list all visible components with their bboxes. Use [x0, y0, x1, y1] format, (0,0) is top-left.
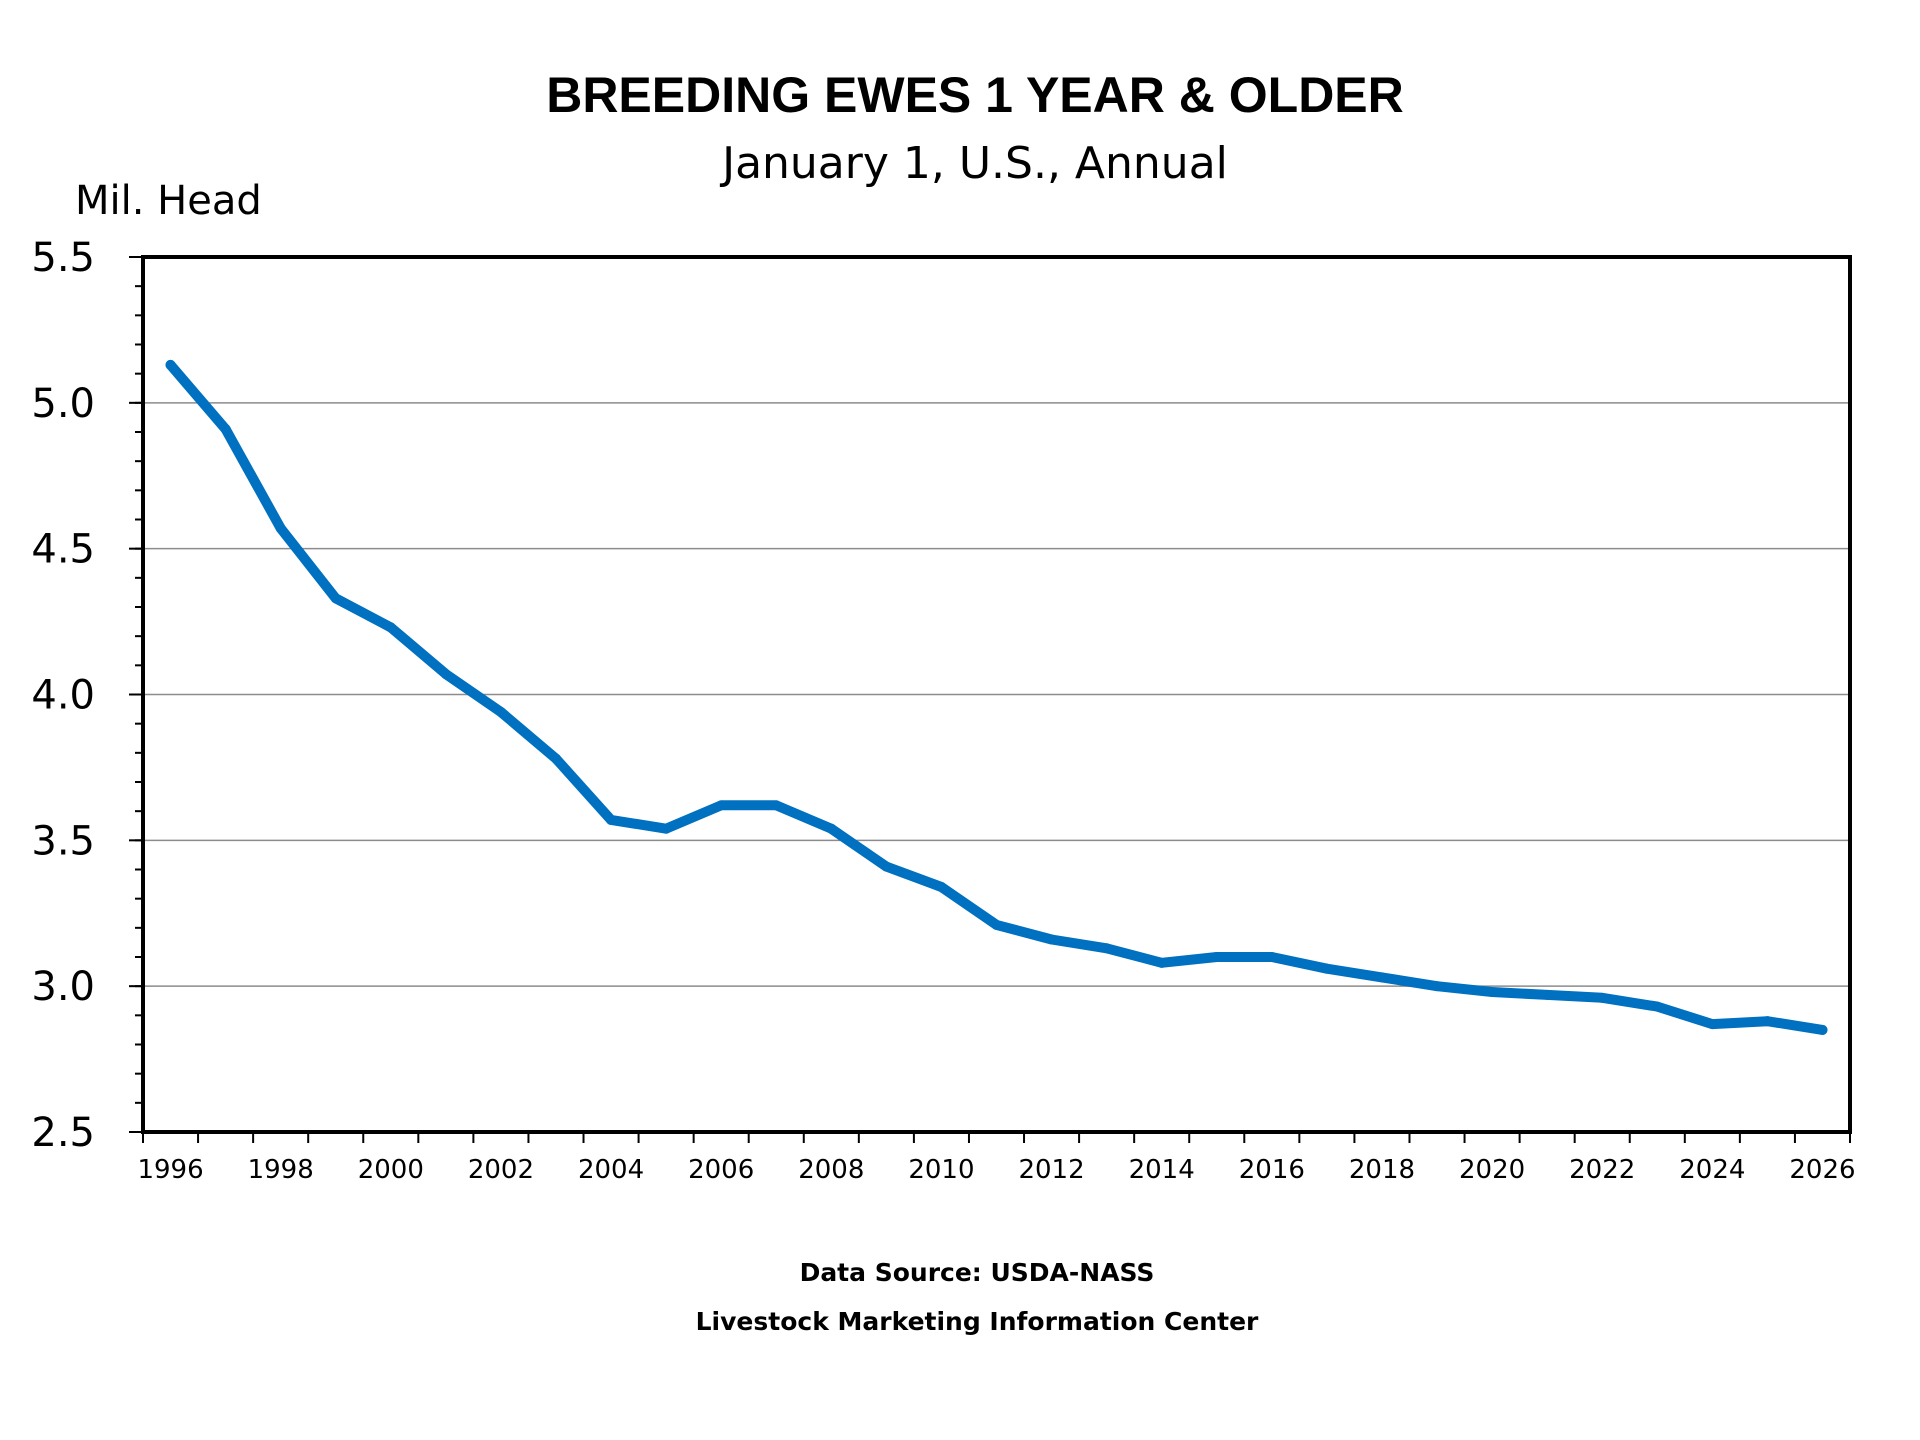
data-point	[606, 814, 617, 825]
data-point	[1652, 1001, 1663, 1012]
data-point	[550, 753, 561, 764]
y-axis-ticks: 2.5 3.0 3.5 4.0 4.5 5.0 5.5	[31, 235, 143, 1156]
data-point	[716, 800, 727, 811]
x-tick-label: 2014	[1129, 1155, 1195, 1185]
data-point	[330, 593, 341, 604]
data-point	[1321, 963, 1332, 974]
data-point	[1487, 987, 1498, 997]
y-axis-label: Mil. Head	[75, 178, 262, 224]
y-tick-label: 4.0	[31, 673, 95, 719]
data-point	[936, 882, 947, 892]
data-point	[771, 800, 782, 811]
x-tick-label: 2012	[1018, 1155, 1084, 1185]
x-tick-label: 2004	[578, 1155, 644, 1185]
data-point	[1376, 972, 1387, 983]
y-tick-label: 5.5	[31, 235, 95, 281]
x-tick-label: 2010	[908, 1155, 974, 1185]
series-layer	[165, 359, 1828, 1035]
x-tick-label: 2002	[468, 1155, 534, 1185]
data-point	[1156, 957, 1167, 968]
data-point	[440, 669, 451, 680]
plot-frame	[141, 255, 1852, 1134]
data-point	[1211, 952, 1222, 962]
x-tick-label: 2022	[1569, 1155, 1635, 1185]
series-line	[165, 359, 1828, 1035]
data-point	[1432, 981, 1443, 992]
x-tick-label: 2018	[1349, 1155, 1415, 1185]
data-point	[1266, 952, 1277, 962]
grid-lines	[143, 402, 1850, 987]
data-point	[881, 861, 892, 872]
y-tick-label: 3.0	[31, 964, 95, 1010]
data-point	[1542, 989, 1553, 1000]
data-point	[661, 823, 672, 834]
x-axis-ticks: 1996 1998 2000 2002 2004 2006 2008 2010 2012 2014…	[137, 1132, 1856, 1185]
x-tick-label: 2008	[798, 1155, 864, 1185]
data-point	[165, 359, 176, 370]
x-tick-label: 2026	[1789, 1155, 1855, 1185]
y-tick-label: 2.5	[31, 1110, 95, 1156]
data-source-text: Data Source: USDA-NASS	[800, 1258, 1155, 1287]
x-tick-label: 2024	[1679, 1155, 1745, 1185]
data-point	[495, 707, 506, 717]
data-point	[1817, 1024, 1828, 1035]
x-tick-label: 2006	[688, 1155, 754, 1185]
chart-title: BREEDING EWES 1 YEAR & OLDER	[546, 67, 1404, 123]
chart-subtitle: January 1, U.S., Annual	[719, 138, 1228, 189]
x-tick-label: 1996	[137, 1155, 203, 1185]
x-tick-label: 2000	[358, 1155, 424, 1185]
y-tick-label: 4.5	[31, 527, 95, 573]
data-point	[385, 622, 396, 633]
data-point	[1762, 1016, 1773, 1027]
data-point	[1707, 1019, 1718, 1030]
data-point	[1046, 934, 1057, 945]
data-point	[220, 424, 231, 435]
data-point	[826, 823, 837, 834]
data-point	[1101, 943, 1112, 954]
x-tick-label: 2016	[1239, 1155, 1305, 1185]
y-tick-label: 3.5	[31, 818, 95, 864]
data-point	[991, 919, 1002, 930]
data-point	[1597, 992, 1608, 1003]
x-tick-label: 2020	[1459, 1155, 1525, 1185]
y-tick-label: 5.0	[31, 381, 95, 427]
publisher-text: Livestock Marketing Information Center	[696, 1307, 1259, 1336]
data-point	[275, 523, 286, 534]
x-tick-label: 1998	[248, 1155, 314, 1185]
